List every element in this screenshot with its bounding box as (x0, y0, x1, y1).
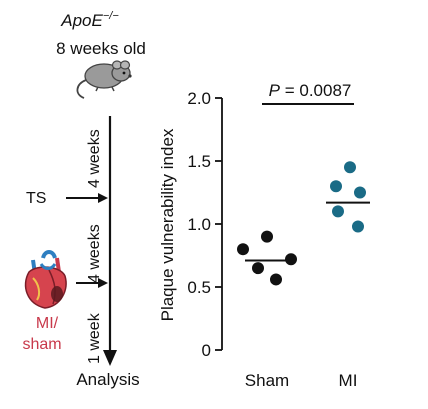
data-point (332, 205, 344, 218)
y-axis-label: Plaque vulnerability index (158, 128, 177, 321)
data-point (285, 253, 297, 266)
mi-label-line1: MI/ (36, 315, 59, 332)
y-tick-label: 1.0 (187, 215, 211, 234)
data-point (252, 262, 264, 275)
mouse-icon (76, 60, 132, 99)
segment-label-2: 4 weeks (86, 224, 103, 283)
analysis-label: Analysis (76, 370, 139, 389)
ts-arrowhead (98, 193, 108, 203)
age-label: 8 weeks old (56, 39, 146, 58)
timeline-arrowhead (103, 350, 117, 366)
data-point (344, 161, 356, 174)
segment-label-1: 4 weeks (86, 129, 103, 188)
y-tick-label: 1.5 (187, 152, 211, 171)
data-points (237, 161, 366, 286)
y-tick-label: 2.0 (187, 89, 211, 108)
y-tick-label: 0 (202, 341, 211, 360)
x-tick-label: MI (339, 371, 358, 390)
segment-label-3: 1 week (86, 312, 103, 364)
x-tick-label: Sham (245, 371, 289, 390)
y-axis: 0 0.5 1.0 1.5 2.0 (187, 89, 223, 360)
data-point (354, 186, 366, 199)
data-point (330, 180, 342, 193)
data-point (270, 273, 282, 286)
p-value-annotation: P = 0.0087 (269, 81, 352, 100)
mi-arrowhead (98, 278, 108, 288)
heart-icon (24, 250, 67, 309)
model-label: ApoE−/− (60, 10, 119, 30)
data-point (261, 230, 273, 243)
chart-panel: Plaque vulnerability index 0 0.5 1.0 1.5 2.0… (158, 81, 370, 390)
mi-label-line2: sham (22, 336, 61, 353)
data-point (237, 243, 249, 256)
ts-label: TS (26, 190, 46, 207)
x-axis: Sham MI (245, 371, 358, 390)
data-point (352, 220, 364, 233)
timeline-panel: ApoE−/− 8 weeks old 4 weeks 4 weeks 1 we… (22, 10, 145, 389)
significance-bracket: P = 0.0087 (262, 81, 354, 105)
mean-lines (245, 201, 370, 262)
y-tick-label: 0.5 (187, 278, 211, 297)
